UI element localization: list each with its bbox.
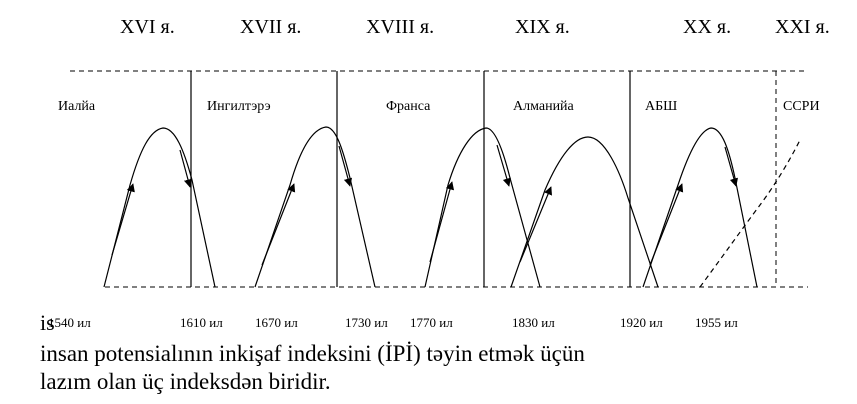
body-text-line-partial: insan potensialının inkişaf indeksini (İ… bbox=[40, 341, 585, 366]
year-label-1770: 1770 ил bbox=[410, 315, 453, 330]
century-label-16: XVI я. bbox=[120, 16, 175, 38]
century-label-21: XXI я. bbox=[775, 16, 830, 38]
year-label-1830: 1830 ил bbox=[512, 315, 555, 330]
century-label-19: XIX я. bbox=[515, 16, 570, 38]
country-label-ussr: ССРИ bbox=[783, 99, 820, 114]
year-label-1955: 1955 ил bbox=[695, 315, 738, 330]
year-label-1920: 1920 ил bbox=[620, 315, 663, 330]
century-label-20: XX я. bbox=[683, 16, 731, 38]
year-label-1730: 1730 ил bbox=[345, 315, 388, 330]
country-label-england: Ингилтэрэ bbox=[207, 99, 271, 114]
year-label-1670: 1670 ил bbox=[255, 315, 298, 330]
year-label-1610: 1610 ил bbox=[180, 315, 223, 330]
century-label-17: XVII я. bbox=[240, 16, 301, 38]
year-label-1540: 1540 ил bbox=[48, 315, 91, 330]
cycle-curve-france bbox=[424, 127, 541, 288]
cycle-curve-usa bbox=[642, 127, 758, 288]
body-text-line: lazım olan üç indeksdən biridir. bbox=[40, 369, 331, 394]
cycle-curve-italy bbox=[103, 127, 216, 288]
century-label-18: XVIII я. bbox=[366, 16, 434, 38]
country-label-germany: Алманийа bbox=[513, 99, 575, 114]
cycle-curve-ussr bbox=[699, 139, 801, 288]
country-label-france: Франса bbox=[386, 99, 431, 114]
cycle-curve-england bbox=[254, 126, 376, 288]
country-label-usa: АБШ bbox=[645, 99, 677, 114]
country-label-italy: Иалйа bbox=[58, 99, 96, 114]
cycle-curve-germany bbox=[510, 136, 659, 288]
text-fragment-is: is bbox=[40, 310, 55, 335]
